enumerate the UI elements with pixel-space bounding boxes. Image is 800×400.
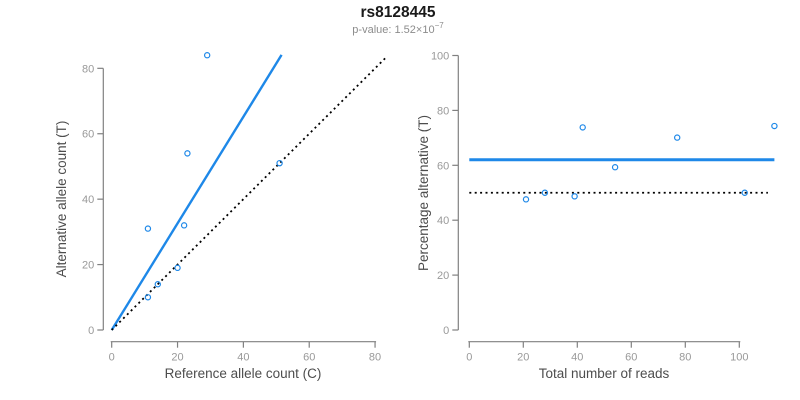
p-value-label: p-value: 1.52×10−7 — [352, 21, 444, 36]
x-tick-label: 60 — [625, 352, 637, 364]
data-point-marker — [184, 150, 191, 157]
data-point-marker — [144, 294, 152, 301]
right-x-axis-label: Total number of reads — [539, 366, 670, 381]
p-value-base: p-value: 1.52×10 — [352, 24, 434, 36]
x-tick-label: 0 — [466, 352, 472, 364]
data-point-marker — [203, 52, 211, 59]
y-tick-label: 60 — [82, 129, 94, 141]
y-tick-label: 80 — [82, 63, 94, 75]
p-value-exponent: −7 — [435, 21, 445, 30]
x-tick-label: 0 — [109, 352, 115, 364]
left-x-axis-label: Reference allele count (C) — [165, 366, 322, 381]
data-point-marker — [144, 225, 152, 232]
right-y-axis-label: Percentage alternative (T) — [416, 115, 431, 271]
x-tick-label: 20 — [517, 352, 529, 364]
y-tick-label: 20 — [82, 260, 94, 272]
y-tick-label: 20 — [437, 270, 449, 282]
identity-line — [111, 55, 388, 331]
data-point-marker — [541, 189, 549, 196]
left-y-axis-label: Alternative allele count (T) — [54, 121, 69, 278]
fit-line — [110, 54, 283, 331]
y-tick-label: 40 — [82, 194, 94, 206]
x-tick-label: 40 — [237, 352, 249, 364]
data-point-marker — [154, 281, 161, 288]
x-tick-label: 60 — [303, 352, 315, 364]
x-tick-label: 40 — [571, 352, 583, 364]
data-point-marker — [571, 193, 578, 200]
data-point-marker — [741, 189, 748, 196]
plot-title: rs8128445 — [361, 4, 436, 21]
x-tick-label: 80 — [679, 352, 691, 364]
data-point-marker — [276, 159, 283, 167]
right-scatter-panel: 0 20 40 60 80 100 0 20 40 60 80 100 — [431, 51, 778, 364]
x-tick-label: 20 — [171, 352, 183, 364]
y-tick-label: 0 — [443, 325, 449, 337]
y-tick-label: 100 — [431, 51, 449, 63]
data-point-marker — [611, 164, 619, 171]
x-tick-label: 80 — [369, 352, 381, 364]
y-tick-label: 40 — [437, 215, 449, 227]
data-point-marker — [579, 124, 586, 131]
x-tick-label: 100 — [730, 352, 748, 364]
data-point-marker — [180, 222, 188, 229]
left-scatter-panel: 0 20 40 60 80 0 20 40 60 80 — [82, 52, 388, 364]
data-point-marker — [771, 122, 778, 130]
y-tick-label: 60 — [437, 160, 449, 172]
data-point-marker — [174, 264, 181, 272]
data-point-marker — [522, 196, 530, 203]
data-point-marker — [674, 134, 681, 141]
y-tick-label: 0 — [88, 325, 94, 337]
y-tick-label: 80 — [437, 105, 449, 117]
